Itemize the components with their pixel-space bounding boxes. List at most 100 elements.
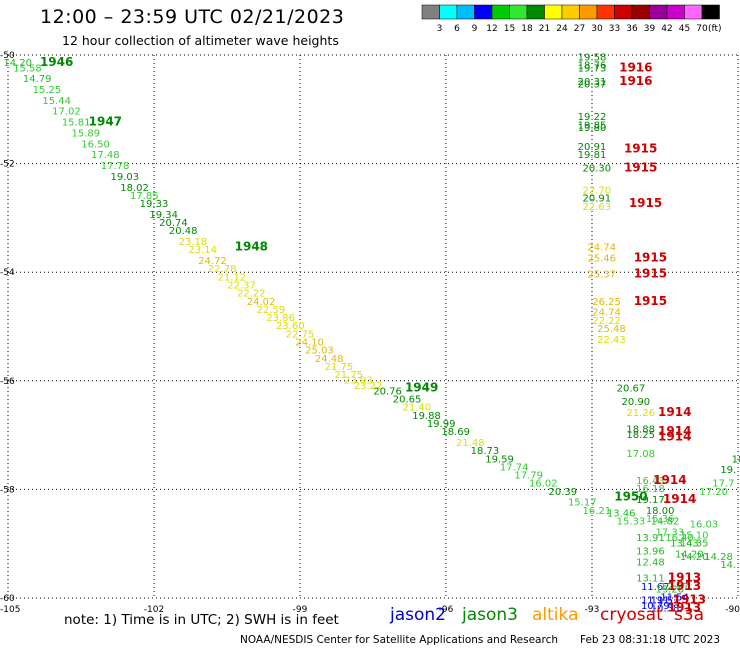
- wave-height-label: 13.43: [670, 538, 699, 549]
- pass-time-label: 1914: [653, 473, 686, 487]
- color-scale-label: 21: [539, 24, 550, 34]
- wave-height-label: 23.18: [179, 237, 208, 248]
- wave-height-label: 15.25: [33, 85, 62, 96]
- wave-height-label: 18.73: [471, 446, 500, 457]
- wave-height-label: 14.35: [680, 538, 709, 549]
- pass-time-label: 1915: [634, 250, 667, 264]
- color-scale-label: 6: [454, 24, 460, 34]
- wave-height-label: 17.20: [699, 487, 728, 498]
- wave-height-label: 15.33: [617, 517, 646, 528]
- pass-time-label: 1946: [40, 55, 73, 69]
- y-tick-label: -60: [0, 594, 15, 604]
- wave-height-label: 19.: [720, 465, 736, 476]
- wave-height-label: 22.22: [592, 316, 621, 327]
- wave-height-label: 20.39: [548, 487, 577, 498]
- wave-height-label: 19.58: [578, 52, 607, 63]
- pass-time-label: 1916: [619, 74, 652, 88]
- pass-time-label: 1914: [658, 424, 691, 438]
- wave-height-label: 13.96: [636, 547, 665, 558]
- wave-height-label: 15.17: [568, 498, 597, 509]
- color-scale-legend: 3 6 9 12 15 18 21 24 27 30 33 36 39 42 45 70 (ft): [421, 4, 722, 34]
- generated-timestamp: Feb 23 08:31:18 UTC 2023: [580, 634, 720, 646]
- x-tick-label: -93: [585, 605, 600, 615]
- wave-height-label: 15.58: [13, 63, 42, 74]
- color-scale-label: 33: [609, 24, 620, 34]
- wave-height-label: 19.59: [485, 454, 514, 465]
- wave-height-label: 13.46: [607, 509, 636, 520]
- wave-height-label: 13.91: [636, 533, 665, 544]
- pass-time-label: 1950: [614, 489, 647, 503]
- wave-height-label: 14.20: [3, 58, 32, 69]
- wave-height-label: 21.75: [325, 362, 354, 373]
- wave-height-label: 16.43: [636, 476, 665, 487]
- pass-time-label: 1913: [668, 601, 701, 615]
- wave-height-label: 24.10: [295, 338, 324, 349]
- wave-height-label: 15.36: [646, 514, 675, 525]
- wave-height-label: 15.89: [72, 128, 101, 139]
- wave-height-label: 11.54: [660, 593, 689, 604]
- wave-height-label: 13.28: [656, 585, 685, 596]
- wave-height-label: 16.40: [665, 533, 694, 544]
- wave-height-label: 19.22: [578, 112, 607, 123]
- x-tick-label: -90: [725, 605, 740, 615]
- wave-height-label: 18.69: [441, 427, 470, 438]
- color-scale-label: 45: [679, 24, 690, 34]
- wave-height-label: 17.79: [514, 471, 543, 482]
- wave-height-label: 18.00: [646, 506, 675, 517]
- wave-height-label: 15.10: [680, 530, 709, 541]
- wave-height-label: 19.73: [578, 63, 607, 74]
- wave-height-label: 14.: [720, 560, 736, 571]
- wave-height-label: 18.88: [626, 424, 655, 435]
- wave-height-label: 17.33: [656, 528, 685, 539]
- color-scale-label: 70: [696, 24, 708, 34]
- wave-height-label: 23.22: [354, 381, 383, 392]
- wave-height-label: 16.21: [583, 506, 612, 517]
- wave-height-label: 24.74: [587, 242, 616, 253]
- pass-time-label: 1915: [624, 142, 657, 156]
- wave-height-label: 23.14: [188, 245, 217, 256]
- wave-height-label: 24.48: [315, 354, 344, 365]
- wave-height-label: 20.90: [621, 397, 650, 408]
- x-tick-label: -96: [439, 605, 454, 615]
- color-scale-unit: (ft): [708, 24, 722, 34]
- pass-time-label: 1915: [624, 161, 657, 175]
- wave-height-label: 17.74: [500, 462, 529, 473]
- wave-height-label: 11.91: [641, 595, 670, 606]
- color-scale-label: 15: [504, 24, 515, 34]
- wave-height-label: 16.18: [636, 484, 665, 495]
- wave-height-label: 16.02: [529, 479, 558, 490]
- pass-time-label: 1913: [668, 571, 701, 585]
- color-scale-label: 36: [626, 24, 638, 34]
- wave-height-label: 22.37: [227, 280, 256, 291]
- wave-height-label: 12.97: [660, 582, 689, 593]
- wave-height-label: 17.48: [91, 150, 120, 161]
- color-scale-label: 27: [574, 24, 585, 34]
- credit-line: NOAA/NESDIS Center for Satellite Applica…: [240, 634, 558, 646]
- footnote: note: 1) Time is in UTC; 2) SWH is in fe…: [64, 612, 339, 628]
- wave-height-label: 17.08: [626, 449, 655, 460]
- pass-time-label: 1947: [89, 115, 122, 129]
- wave-height-label: 13.11: [636, 574, 665, 585]
- wave-height-label: 20.48: [169, 226, 198, 237]
- wave-height-label: 19.85: [578, 120, 607, 131]
- color-scale-label: 12: [486, 24, 497, 34]
- wave-height-label: 20.37: [578, 80, 607, 91]
- wave-height-label: 19.17: [636, 495, 665, 506]
- color-scale-label: 9: [472, 24, 478, 34]
- legend-s3a: s3a: [674, 605, 705, 625]
- wave-height-label: 23.60: [276, 321, 305, 332]
- color-swatch: [701, 4, 720, 20]
- wave-height-label: 19.80: [578, 123, 607, 134]
- wave-height-label: 20.67: [617, 384, 646, 395]
- color-scale-label: 30: [591, 24, 603, 34]
- wave-height-label: 26.25: [592, 297, 621, 308]
- wave-height-label: 23.93: [344, 376, 373, 387]
- wave-height-label: 16.50: [81, 139, 110, 150]
- wave-height-label: 14.20: [680, 552, 709, 563]
- wave-height-label: 22.22: [237, 289, 266, 300]
- wave-height-label: 10.79: [641, 601, 670, 612]
- color-scale-label: 3: [437, 24, 443, 34]
- wave-height-label: 20.65: [393, 395, 422, 406]
- wave-height-label: 21.26: [626, 408, 655, 419]
- legend-jason2: jason2: [390, 605, 446, 625]
